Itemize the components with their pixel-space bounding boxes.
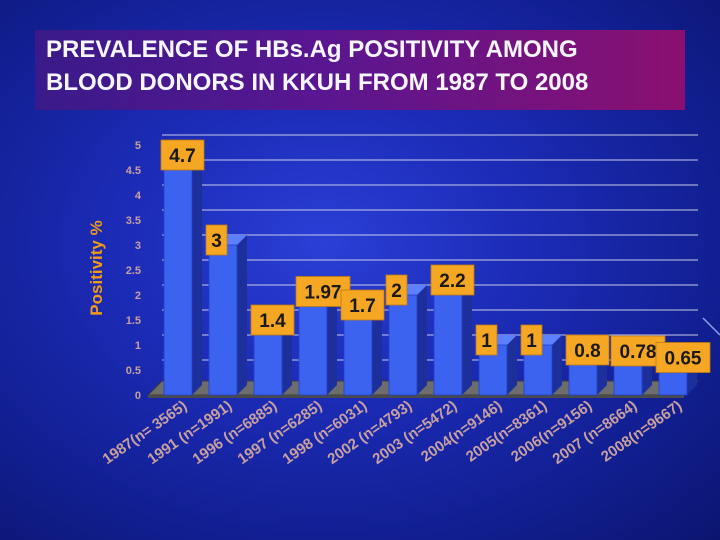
svg-text:1.7: 1.7 <box>349 296 375 317</box>
data-label: 2 <box>385 274 408 306</box>
bar <box>163 159 193 396</box>
data-label: 0.65 <box>655 342 711 373</box>
bar-side <box>372 300 382 395</box>
y-tick-label: 4.5 <box>126 165 141 177</box>
data-label: 2.2 <box>430 264 475 296</box>
svg-text:1: 1 <box>526 331 537 352</box>
gridlines <box>162 134 698 361</box>
bar <box>433 284 463 396</box>
y-tick-label: 5 <box>135 140 141 152</box>
bar <box>208 244 238 396</box>
x-tick-labels: 1987(n= 3565)1991 (n=1991)1996 (n=6885)1… <box>100 397 686 468</box>
data-label: 0.8 <box>565 334 610 366</box>
y-tick-label: 3.5 <box>126 215 141 227</box>
svg-text:0.78: 0.78 <box>620 342 657 363</box>
bar-side <box>192 150 202 395</box>
y-tick-label: 2.5 <box>126 265 141 277</box>
svg-text:2.2: 2.2 <box>439 271 465 292</box>
svg-text:3: 3 <box>211 231 222 252</box>
decorative-stroke <box>702 317 720 336</box>
bar <box>253 324 283 396</box>
y-axis-label: Positivity % <box>87 220 106 315</box>
slide-title-box: PREVALENCE OF HBs.Ag POSITIVITY AMONG BL… <box>35 30 685 110</box>
svg-text:1.97: 1.97 <box>305 283 342 304</box>
svg-text:4.7: 4.7 <box>169 146 195 167</box>
data-label: 1.4 <box>250 304 295 336</box>
y-tick-labels: 0 0.5 1 1.5 2 2.5 3 3.5 4 4.5 5 <box>126 140 142 402</box>
bar-side <box>417 285 427 395</box>
bar <box>298 296 328 396</box>
data-label: 1.7 <box>340 289 385 321</box>
svg-text:1: 1 <box>481 331 492 352</box>
bar-side <box>507 335 517 395</box>
svg-text:0.65: 0.65 <box>665 349 702 370</box>
y-tick-label: 1.5 <box>126 315 141 327</box>
y-tick-label: 4 <box>135 190 142 202</box>
svg-text:0.8: 0.8 <box>574 341 600 362</box>
svg-text:1.4: 1.4 <box>259 311 286 332</box>
slide-title-line-1: PREVALENCE OF HBs.Ag POSITIVITY AMONG <box>46 36 578 63</box>
data-label: 1 <box>475 324 498 356</box>
bar <box>343 309 373 396</box>
y-tick-label: 1 <box>135 340 141 352</box>
data-label: 1 <box>520 324 543 356</box>
y-tick-label: 0.5 <box>126 365 141 377</box>
data-label: 3 <box>205 224 228 256</box>
bar-side <box>327 286 337 395</box>
bar <box>388 294 418 396</box>
slide-title-line-2: BLOOD DONORS IN KKUH FROM 1987 TO 2008 <box>46 69 589 96</box>
bar-side <box>237 235 247 395</box>
bar-side <box>552 335 562 395</box>
y-tick-label: 2 <box>135 290 141 302</box>
data-label: 4.7 <box>160 139 205 171</box>
svg-text:2: 2 <box>391 281 402 302</box>
bar-side <box>462 275 472 395</box>
y-tick-label: 3 <box>135 240 141 252</box>
data-labels: 4.7 3 1.4 1.97 1.7 2 2.2 1 1 0.8 0.78 0.65 <box>160 139 711 373</box>
y-tick-label: 0 <box>135 390 141 402</box>
floor-edge <box>148 395 684 398</box>
